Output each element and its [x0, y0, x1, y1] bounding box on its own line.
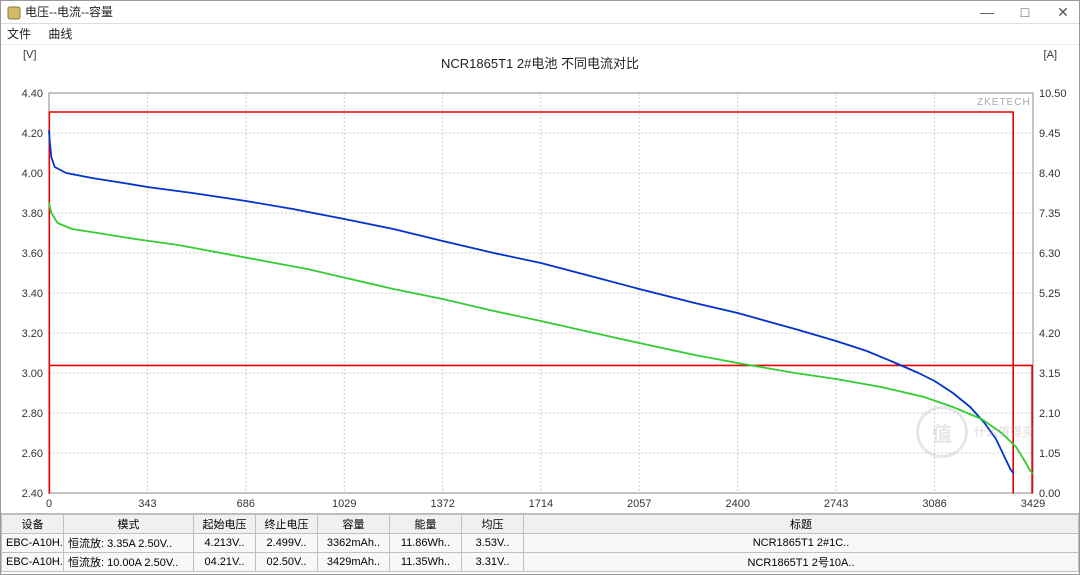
- y-right-tick: 5.25: [1039, 288, 1060, 300]
- chart-area: [V] [A] NCR1865T1 2#电池 不同电流对比 2.40 2.60 2.…: [1, 45, 1079, 513]
- table-cell: 04.21V..: [194, 553, 256, 572]
- x-tick: 686: [237, 498, 255, 510]
- window-title: 电压--电流--容量: [25, 1, 113, 23]
- table-header-cell: 容量: [318, 515, 390, 534]
- x-tick: 3086: [922, 498, 946, 510]
- table-cell: 4.213V..: [194, 534, 256, 553]
- x-tick: 1372: [430, 498, 454, 510]
- table-cell: 11.35Wh..: [390, 553, 462, 572]
- table-cell: 3429mAh..: [318, 553, 390, 572]
- y-right-tick: 4.20: [1039, 328, 1060, 340]
- table-cell: EBC-A10H..: [2, 553, 64, 572]
- y-right-tick: 7.35: [1039, 208, 1060, 220]
- watermark-logo-icon: 值: [916, 406, 968, 458]
- y-left-tick: 3.60: [22, 248, 43, 260]
- x-tick: 2743: [824, 498, 848, 510]
- app-window: 电压--电流--容量 — □ ✕ 文件 曲线 [V] [A] NCR1865T1…: [0, 0, 1080, 575]
- series-current_upper: [49, 112, 1013, 493]
- maximize-button[interactable]: □: [1015, 1, 1035, 23]
- window-controls: — □ ✕: [977, 1, 1073, 23]
- x-tick: 1714: [529, 498, 553, 510]
- minimize-button[interactable]: —: [977, 1, 997, 23]
- table-cell: 恒流放: 3.35A 2.50V..: [64, 534, 194, 553]
- table-cell: 3.53V..: [462, 534, 524, 553]
- y-left-tick: 2.80: [22, 408, 43, 420]
- close-button[interactable]: ✕: [1053, 1, 1073, 23]
- table-header-cell: 终止电压: [256, 515, 318, 534]
- table-cell: NCR1865T1 2#1C..: [524, 534, 1079, 553]
- table-cell: 11.86Wh..: [390, 534, 462, 553]
- titlebar: 电压--电流--容量 — □ ✕: [1, 1, 1079, 24]
- y-left-tick: 4.00: [22, 168, 43, 180]
- y-right-unit: [A]: [1044, 49, 1057, 61]
- y-right-tick: 9.45: [1039, 128, 1060, 140]
- y-right-tick: 2.10: [1039, 408, 1060, 420]
- table-row[interactable]: EBC-A10H..恒流放: 3.35A 2.50V..4.213V..2.49…: [2, 534, 1079, 553]
- app-icon: [7, 5, 21, 19]
- data-table: 设备模式起始电压终止电压容量能量均压标题EBC-A10H..恒流放: 3.35A…: [1, 514, 1079, 572]
- x-tick: 3429: [1021, 498, 1045, 510]
- x-tick: 0: [46, 498, 52, 510]
- table-header-cell: 能量: [390, 515, 462, 534]
- series-voltage_blue: [49, 131, 1013, 473]
- table-header-cell: 起始电压: [194, 515, 256, 534]
- menubar: 文件 曲线: [1, 24, 1079, 45]
- y-right-tick: 8.40: [1039, 168, 1060, 180]
- x-tick: 2400: [725, 498, 749, 510]
- y-right-tick: 3.15: [1039, 368, 1060, 380]
- table-header-row: 设备模式起始电压终止电压容量能量均压标题: [2, 515, 1079, 534]
- watermark-logo-text: 什么值得买: [974, 425, 1034, 439]
- watermark-zketech: ZKETECH: [977, 97, 1031, 108]
- y-left-tick: 3.20: [22, 328, 43, 340]
- table-cell: 恒流放: 10.00A 2.50V..: [64, 553, 194, 572]
- y-left-tick: 2.60: [22, 448, 43, 460]
- x-tick: 2057: [627, 498, 651, 510]
- table-header-cell: 设备: [2, 515, 64, 534]
- menu-file[interactable]: 文件: [7, 27, 31, 41]
- table-header-cell: 模式: [64, 515, 194, 534]
- y-left-tick: 2.40: [22, 488, 43, 500]
- y-left-tick: 3.80: [22, 208, 43, 220]
- watermark-logo: 值 什么值得买: [916, 406, 1034, 458]
- table-cell: 3362mAh..: [318, 534, 390, 553]
- data-table-wrap: 设备模式起始电压终止电压容量能量均压标题EBC-A10H..恒流放: 3.35A…: [1, 513, 1079, 572]
- menu-curve[interactable]: 曲线: [48, 27, 72, 41]
- y-left-tick: 3.00: [22, 368, 43, 380]
- x-tick: 1029: [332, 498, 356, 510]
- table-cell: 3.31V..: [462, 553, 524, 572]
- y-left-unit: [V]: [23, 49, 36, 61]
- y-left-tick: 4.20: [22, 128, 43, 140]
- y-left-tick: 3.40: [22, 288, 43, 300]
- y-right-tick: 1.05: [1039, 448, 1060, 460]
- y-right-tick: 10.50: [1039, 88, 1067, 100]
- table-row[interactable]: EBC-A10H..恒流放: 10.00A 2.50V..04.21V..02.…: [2, 553, 1079, 572]
- table-cell: EBC-A10H..: [2, 534, 64, 553]
- table-cell: 02.50V..: [256, 553, 318, 572]
- chart-title: NCR1865T1 2#电池 不同电流对比: [1, 45, 1079, 75]
- table-header-cell: 标题: [524, 515, 1079, 534]
- x-tick: 343: [138, 498, 156, 510]
- table-header-cell: 均压: [462, 515, 524, 534]
- table-cell: NCR1865T1 2号10A..: [524, 553, 1079, 572]
- y-right-tick: 6.30: [1039, 248, 1060, 260]
- table-cell: 2.499V..: [256, 534, 318, 553]
- y-left-tick: 4.40: [22, 88, 43, 100]
